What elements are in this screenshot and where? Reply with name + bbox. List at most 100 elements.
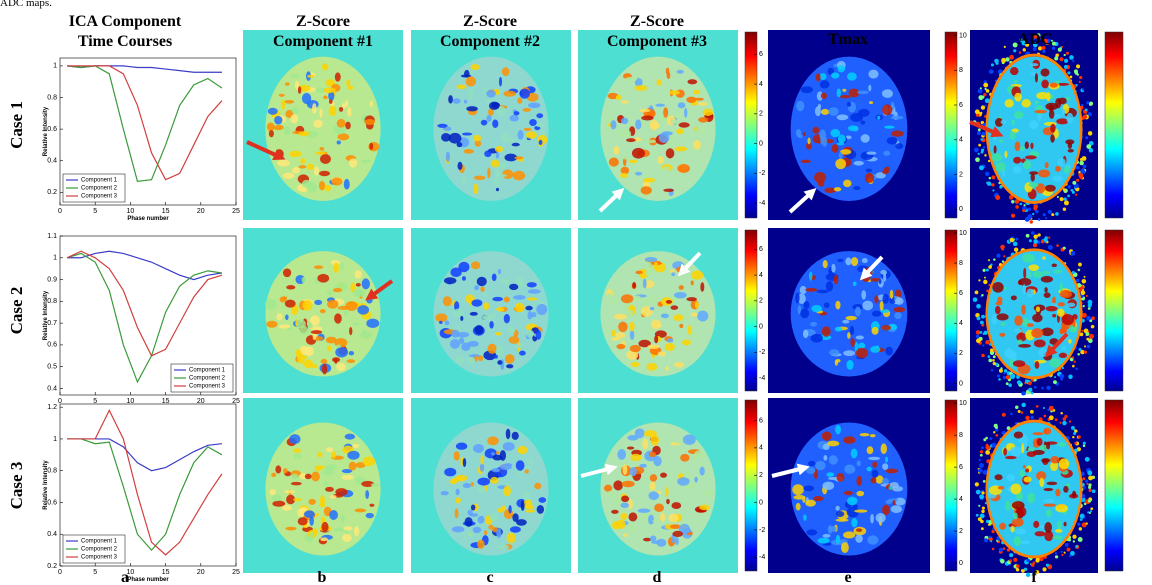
brain-region [1024, 155, 1037, 160]
brain-region [515, 519, 527, 526]
arrow [580, 463, 618, 478]
speckle [990, 369, 994, 372]
speckle [1078, 527, 1083, 531]
brain-region [656, 538, 667, 547]
brain-region [289, 150, 302, 158]
speckle [981, 491, 985, 495]
arrow [365, 279, 394, 301]
brain-region [285, 314, 289, 321]
speckle [1064, 543, 1069, 547]
brain-region [682, 339, 692, 346]
speckle [985, 436, 988, 440]
brain-region [362, 329, 367, 333]
brain-region [671, 119, 680, 124]
brain-region [1048, 109, 1055, 119]
brain-region [854, 509, 868, 513]
speckle [1073, 69, 1078, 74]
speckle [982, 268, 986, 272]
brain-region [283, 126, 291, 135]
speckle [986, 289, 989, 293]
brain-region [525, 329, 535, 338]
brain-region [810, 321, 817, 327]
brain-region [656, 323, 663, 328]
brain-region [805, 287, 818, 292]
speckle [1090, 324, 1095, 329]
brain-region [519, 350, 526, 356]
brain-region [859, 433, 870, 437]
brain-region [663, 107, 669, 118]
image-grid: -4 -2 0 2 4 6 0 2 4 6 8 10 -4 -2 0 2 4 6 0 2 4 6 8 10 -4 -2 0 2 4 6 0 2… [243, 30, 1124, 578]
speckle [1068, 420, 1072, 423]
brain-region [1053, 269, 1063, 274]
brain-region [290, 114, 299, 124]
colorbar-tick-label: 4 [759, 81, 763, 88]
brain-region [642, 180, 651, 189]
brain-region [1063, 485, 1069, 493]
speckle [1069, 357, 1074, 362]
brain-region [692, 89, 701, 95]
brain-region [1044, 522, 1053, 533]
brain-region [461, 175, 467, 184]
speckle [1010, 373, 1016, 379]
brain-region [655, 103, 665, 107]
brain-region [462, 483, 471, 489]
brain-region [341, 474, 354, 480]
brain-region [452, 98, 461, 104]
brain-region [535, 122, 547, 128]
brain-region [1050, 456, 1060, 464]
brain-region [666, 338, 674, 343]
brain-region [846, 506, 860, 518]
brain-region [837, 64, 846, 73]
column-header: Tmax [828, 31, 868, 48]
brain-region [822, 443, 830, 451]
caption-fragment: ADC maps. [0, 0, 52, 9]
brain-region [674, 111, 681, 119]
speckle [1067, 71, 1071, 75]
brain [265, 251, 381, 377]
speckle [1083, 350, 1087, 354]
speckle [1002, 375, 1007, 380]
brain-region [336, 362, 346, 372]
speckle [996, 374, 1001, 378]
brain-region [329, 510, 338, 520]
speckle [1072, 364, 1075, 368]
brain-region [1010, 483, 1022, 495]
brain-region [523, 127, 532, 132]
brain-region [855, 528, 863, 532]
speckle [1010, 213, 1016, 218]
brain-region [995, 161, 1006, 172]
brain-region [334, 72, 341, 82]
column-header: Time Courses [78, 33, 172, 50]
speckle [1044, 236, 1048, 240]
brain-region [477, 477, 491, 486]
brain-region [670, 524, 681, 529]
brain-region [1010, 525, 1015, 533]
speckle [1088, 488, 1092, 492]
speckle [1061, 367, 1065, 370]
speckle [978, 95, 984, 101]
brain-region [884, 125, 895, 129]
x-tick-label: 5 [93, 569, 97, 576]
speckle [1091, 316, 1095, 321]
brain-region [1000, 322, 1007, 327]
brain-region [345, 121, 351, 130]
brain-region [492, 296, 503, 302]
brain-region [894, 289, 902, 299]
brain-region [1065, 139, 1075, 145]
speckle [1023, 204, 1026, 207]
brain-region [870, 477, 877, 484]
brain-region [881, 89, 893, 98]
brain-region [503, 463, 513, 467]
brain-region [275, 465, 282, 474]
x-tick-label: 15 [162, 398, 170, 405]
y-tick-label: 0.7 [47, 320, 57, 327]
speckle [1032, 47, 1037, 51]
brain-region [268, 130, 274, 138]
brain-region [1030, 173, 1035, 182]
column-header: Component #1 [273, 33, 373, 50]
speckle [987, 259, 991, 262]
speckle [1086, 315, 1091, 321]
brain-region [1013, 536, 1021, 547]
colorbar-tick-label: 6 [759, 51, 763, 58]
brain-region [806, 529, 818, 536]
